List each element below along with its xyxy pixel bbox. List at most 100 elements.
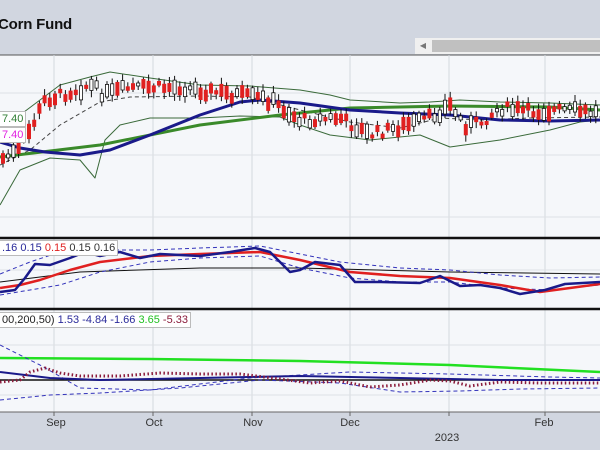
candle-body — [453, 109, 458, 118]
candle-body — [68, 90, 73, 100]
indicator-blue — [0, 371, 600, 381]
candle-body — [105, 84, 110, 98]
legend-value: 3.65 — [138, 314, 160, 326]
legend-value: 1.53 — [57, 314, 80, 326]
candle-body — [266, 97, 271, 111]
candle-body — [182, 86, 187, 98]
candle-body — [573, 101, 578, 113]
candle-body — [442, 99, 447, 115]
candle-body — [333, 113, 338, 125]
candle-body — [338, 113, 343, 124]
candle-body — [26, 123, 31, 140]
candle-body — [281, 105, 286, 119]
candle-body — [110, 83, 115, 96]
candle-body — [328, 113, 333, 120]
band-lower — [0, 379, 600, 401]
candle-body — [583, 104, 588, 115]
x-tick-label: Feb — [534, 417, 554, 429]
price-label-green: 7.40 — [0, 111, 27, 127]
candle-body — [401, 116, 406, 131]
x-tick-label: Nov — [243, 417, 263, 429]
candle-body — [94, 80, 99, 89]
candle-body — [224, 85, 229, 100]
legend-value: -4.84 — [82, 314, 108, 326]
bollinger-upper — [0, 71, 600, 141]
candle-body — [359, 122, 364, 135]
candle-body — [6, 153, 11, 159]
candle-body — [219, 83, 224, 97]
candle-body — [167, 83, 172, 92]
candle-body — [292, 111, 297, 123]
candle-body — [385, 122, 390, 131]
legend-value: 0.15 — [20, 242, 42, 254]
candle-body — [494, 108, 499, 113]
candle-body — [47, 97, 52, 108]
candle-body — [214, 90, 219, 95]
candle-body — [505, 101, 510, 107]
candle-body — [468, 115, 473, 128]
candle-body — [463, 124, 468, 136]
candle-body — [370, 134, 375, 139]
candle-body — [240, 85, 245, 98]
bottom-legend: 00,200,50) 1.53 -4.84 -1.66 3.65 -5.33 — [0, 312, 191, 328]
candle-body — [130, 83, 135, 90]
candle-body — [588, 110, 593, 117]
scrollbar-thumb[interactable] — [432, 40, 600, 52]
candle-body — [484, 121, 489, 126]
candle-body — [260, 90, 265, 102]
candle-body — [177, 86, 182, 96]
candle-body — [536, 109, 541, 120]
chevron-left-icon[interactable]: ◀ — [419, 41, 427, 50]
legend-value: -5.33 — [162, 314, 188, 326]
candle-body — [416, 112, 421, 122]
candle-body — [198, 87, 203, 100]
candle-body — [380, 133, 385, 139]
candle-body — [411, 113, 416, 127]
candle-body — [448, 97, 453, 111]
candle-body — [276, 100, 281, 109]
candle-body — [146, 80, 151, 94]
candle-body — [437, 109, 442, 123]
candle-body — [489, 112, 494, 118]
candle-body — [151, 85, 156, 93]
candle-body — [58, 88, 63, 94]
candle-body — [172, 79, 177, 95]
x-tick-label: Sep — [46, 417, 66, 429]
candle-body — [73, 89, 78, 96]
page-title: Corn Fund — [0, 16, 73, 33]
candle-body — [245, 88, 250, 98]
indicator-green — [0, 356, 600, 374]
candle-body — [562, 106, 567, 112]
candle-body — [354, 124, 359, 138]
candle-body — [0, 153, 6, 164]
candle-body — [302, 112, 307, 119]
x-tick-label: Dec — [340, 417, 360, 429]
candle-body — [63, 94, 68, 102]
candle-body — [79, 85, 84, 101]
candle-body — [474, 116, 479, 123]
candle-body — [136, 82, 141, 87]
x-axis-background — [0, 412, 600, 450]
legend-value: 0.15 — [69, 242, 91, 254]
candle-body — [229, 93, 234, 104]
horizontal-scrollbar[interactable]: ◀ — [415, 38, 600, 54]
candle-body — [531, 111, 536, 118]
price-label-magenta: 7.40 — [0, 127, 27, 143]
candle-body — [250, 87, 255, 100]
candle-body — [479, 121, 484, 126]
candle-body — [515, 101, 520, 114]
legend-value: .16 — [2, 242, 18, 254]
candle-body — [208, 83, 213, 94]
candle-body — [203, 89, 208, 102]
candle-body — [141, 79, 146, 89]
candle-body — [344, 113, 349, 122]
candle-body — [349, 125, 354, 132]
candle-body — [193, 81, 198, 95]
candle-body — [500, 109, 505, 117]
candle-body — [458, 115, 463, 121]
candle-body — [16, 142, 21, 154]
candle-body — [89, 78, 94, 91]
candle-body — [557, 103, 562, 110]
candle-body — [99, 93, 104, 103]
